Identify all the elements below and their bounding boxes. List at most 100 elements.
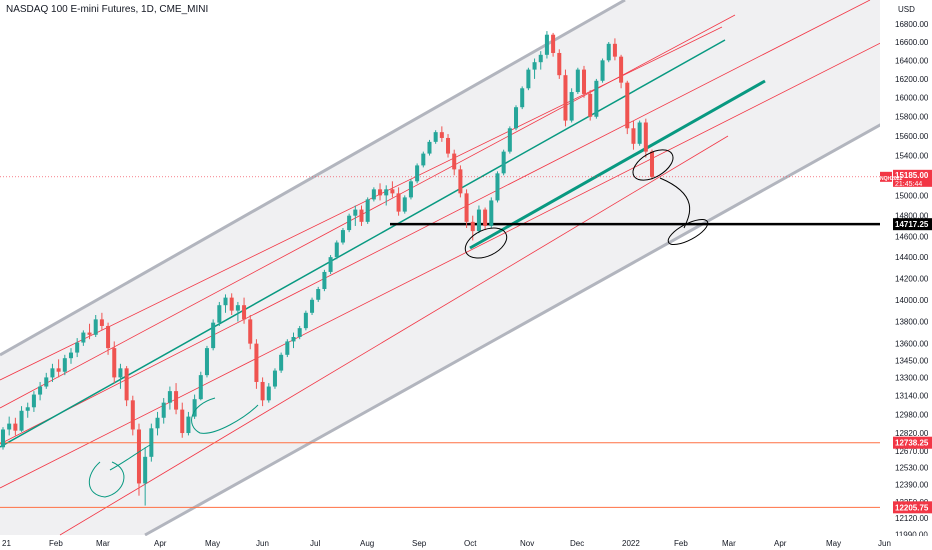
candle[interactable] — [483, 207, 488, 231]
time-axis[interactable]: 21 Feb Mar Apr May Jun Jul Aug Sep Oct Nov Dec 2022 F… — [0, 536, 932, 550]
candle[interactable] — [538, 51, 543, 70]
candle[interactable] — [31, 391, 36, 412]
candle[interactable] — [433, 130, 438, 144]
candle[interactable] — [439, 126, 444, 142]
candle[interactable] — [402, 195, 407, 214]
candle[interactable] — [396, 187, 401, 216]
candle[interactable] — [316, 286, 321, 302]
candle[interactable] — [112, 341, 117, 384]
candle[interactable] — [149, 423, 154, 462]
candle[interactable] — [631, 120, 636, 150]
candle[interactable] — [495, 171, 500, 203]
teal-scribble-mar[interactable] — [88, 461, 125, 498]
price-axis[interactable]: 16800.00 16600.00 16400.00 16200.00 16000.00… — [880, 0, 932, 550]
candle[interactable] — [266, 383, 271, 403]
candle[interactable] — [594, 78, 599, 119]
candle[interactable] — [260, 377, 265, 407]
candle[interactable] — [25, 402, 30, 418]
target-ellipse[interactable] — [665, 215, 711, 250]
candle[interactable] — [50, 363, 55, 382]
candle[interactable] — [514, 105, 519, 131]
candle[interactable] — [582, 65, 587, 98]
level-tag-2[interactable]: 12205.75 — [893, 501, 932, 514]
candle[interactable] — [415, 163, 420, 184]
candle[interactable] — [204, 345, 209, 378]
teal-scribble-may[interactable] — [191, 397, 259, 434]
candle[interactable] — [310, 297, 315, 315]
candle[interactable] — [532, 58, 537, 79]
candle[interactable] — [347, 213, 352, 233]
trend-line-thick[interactable] — [469, 79, 766, 250]
candle[interactable] — [334, 240, 339, 260]
candle[interactable] — [563, 69, 568, 127]
candle[interactable] — [476, 205, 481, 234]
candle[interactable] — [19, 406, 24, 432]
level-tag-1[interactable]: 12738.25 — [893, 436, 932, 449]
candle[interactable] — [390, 181, 395, 198]
candle[interactable] — [408, 179, 413, 200]
candle[interactable] — [180, 402, 185, 438]
candle[interactable] — [569, 88, 574, 123]
candle[interactable] — [600, 58, 605, 83]
candle[interactable] — [557, 49, 562, 79]
candle[interactable] — [75, 338, 80, 358]
candle[interactable] — [62, 354, 67, 376]
candle[interactable] — [155, 411, 160, 436]
candle[interactable] — [93, 314, 98, 337]
circle-annotation-jan[interactable] — [628, 144, 678, 187]
candle[interactable] — [235, 301, 240, 322]
candle[interactable] — [446, 134, 451, 158]
candle[interactable] — [118, 363, 123, 389]
candle[interactable] — [340, 228, 345, 245]
candle[interactable] — [143, 447, 148, 506]
candle[interactable] — [285, 339, 290, 358]
candle[interactable] — [248, 314, 253, 350]
candle[interactable] — [198, 371, 203, 401]
candle[interactable] — [13, 417, 18, 436]
candle[interactable] — [174, 383, 179, 415]
candle[interactable] — [99, 312, 104, 331]
hand-drawings[interactable] — [88, 144, 711, 498]
candle[interactable] — [359, 205, 364, 226]
candle[interactable] — [458, 165, 463, 198]
candle[interactable] — [637, 120, 642, 146]
candle[interactable] — [427, 139, 432, 156]
candle[interactable] — [371, 187, 376, 202]
candle[interactable] — [130, 395, 135, 436]
candle[interactable] — [322, 269, 327, 292]
candlestick-series[interactable] — [0, 31, 655, 506]
candle[interactable] — [575, 67, 580, 94]
candle[interactable] — [378, 183, 383, 201]
candle[interactable] — [68, 348, 73, 364]
circle-annotation-oct[interactable] — [461, 222, 512, 264]
candle[interactable] — [606, 42, 611, 63]
candle[interactable] — [81, 330, 86, 346]
candle[interactable] — [272, 368, 277, 389]
candle[interactable] — [291, 332, 296, 349]
candle[interactable] — [328, 255, 333, 275]
candle[interactable] — [38, 381, 43, 401]
candle[interactable] — [501, 149, 506, 176]
channel-upper-bound[interactable] — [0, 0, 626, 357]
candle[interactable] — [649, 149, 655, 180]
candle[interactable] — [167, 386, 172, 410]
candle[interactable] — [44, 372, 49, 389]
candle[interactable] — [612, 38, 617, 61]
candle[interactable] — [365, 197, 370, 224]
candle[interactable] — [526, 67, 531, 91]
candle[interactable] — [588, 90, 593, 121]
candle[interactable] — [106, 322, 111, 355]
candle[interactable] — [421, 151, 426, 168]
candle[interactable] — [211, 319, 216, 351]
candle[interactable] — [124, 366, 129, 407]
teal-stroke-mar[interactable] — [109, 444, 151, 471]
channel-inner-line-1[interactable] — [0, 26, 723, 381]
candle[interactable] — [464, 189, 469, 229]
candle[interactable] — [544, 31, 549, 59]
candle[interactable] — [223, 294, 228, 313]
candle[interactable] — [217, 301, 222, 326]
candle[interactable] — [551, 32, 556, 57]
candle[interactable] — [229, 293, 234, 315]
